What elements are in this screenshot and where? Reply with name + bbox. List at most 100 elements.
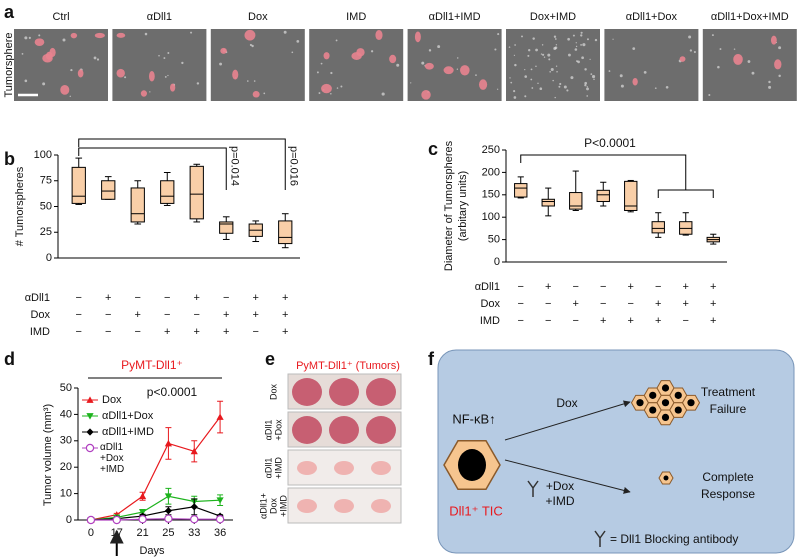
condition-label: IMD [346, 11, 366, 23]
speck [537, 82, 539, 85]
x-tick-label: 25 [162, 527, 174, 539]
bracket [520, 154, 687, 190]
box [160, 180, 175, 204]
speck [124, 76, 127, 79]
speck [521, 35, 523, 38]
bracket [657, 189, 714, 198]
speck [532, 37, 535, 40]
speck [251, 44, 254, 48]
speck [747, 60, 751, 63]
factor-sign: − [518, 315, 524, 327]
marker [112, 515, 121, 525]
legend-marker [86, 413, 94, 420]
box [130, 187, 145, 223]
speck [643, 70, 647, 74]
speck [590, 73, 593, 76]
micrograph [506, 29, 600, 101]
speck [219, 62, 223, 66]
speck [688, 35, 692, 39]
factor-sign: − [545, 298, 551, 310]
speck [530, 78, 533, 81]
speck [768, 80, 771, 84]
tumor [292, 416, 322, 444]
tumorsphere [323, 52, 330, 60]
row-label: Dox [268, 384, 278, 401]
y-tick-label: 10 [60, 488, 72, 500]
marker [164, 439, 173, 447]
tumorsphere [70, 32, 78, 39]
tumorsphere [170, 83, 176, 92]
speck [719, 48, 722, 51]
tumorsphere [148, 70, 155, 82]
speck [69, 95, 71, 98]
speck [654, 87, 657, 89]
speck [283, 30, 287, 34]
speck [28, 36, 31, 39]
tumor [297, 499, 317, 513]
box [624, 180, 638, 211]
speck [553, 35, 557, 38]
tumorsphere [60, 84, 70, 95]
speck [693, 50, 696, 54]
speck [558, 85, 561, 88]
y-tick-label: 20 [60, 461, 72, 473]
tumorsphere [774, 59, 782, 70]
speck [528, 49, 531, 52]
speck [513, 54, 516, 56]
y-tick-label: 75 [40, 175, 52, 187]
row-label: Dox [268, 498, 278, 515]
y-tick-label: 100 [34, 149, 52, 161]
speck [381, 92, 385, 96]
factor-sign: − [135, 292, 141, 304]
marker [164, 493, 173, 500]
y-tick-label: 25 [40, 226, 52, 238]
speck [556, 70, 558, 73]
box [514, 183, 528, 198]
tumorsphere [679, 56, 686, 62]
panel-label: a [4, 2, 15, 22]
speck [263, 92, 266, 95]
speck [708, 93, 711, 97]
speck [93, 56, 97, 60]
speck [190, 31, 193, 34]
speck [494, 48, 497, 51]
speck [572, 34, 575, 37]
legend-label: αDll1+Dox [102, 410, 154, 422]
factor-sign: + [223, 326, 229, 338]
speck [665, 85, 669, 89]
nucleus [661, 384, 670, 392]
speck [582, 43, 586, 47]
arrow [504, 400, 631, 441]
speck [253, 80, 256, 82]
tumor [366, 416, 396, 444]
speck [510, 81, 513, 84]
x-tick-label: 0 [88, 527, 94, 539]
speck [593, 78, 595, 80]
antibody-icon [527, 480, 539, 497]
condition-label: αDll1+Dox+IMD [711, 11, 789, 23]
speck [689, 49, 693, 52]
tumorsphere [140, 90, 147, 97]
factor-sign: − [683, 315, 689, 327]
factor-sign: − [223, 292, 229, 304]
box [101, 180, 116, 200]
y-tick-label: 0 [46, 252, 52, 264]
speck [70, 68, 73, 72]
speck [496, 88, 499, 90]
label: Treatment [701, 385, 756, 399]
label: Dox [556, 396, 577, 410]
speck [513, 90, 516, 93]
speck [542, 53, 545, 56]
factor-sign: + [710, 281, 716, 293]
speck [568, 53, 571, 57]
speck [589, 58, 591, 60]
nucleus [674, 406, 682, 414]
tumor [292, 378, 322, 406]
speck [428, 49, 432, 52]
factor-sign: + [655, 298, 661, 310]
factor-sign: + [282, 292, 288, 304]
factor-sign: + [194, 326, 200, 338]
marker [216, 497, 224, 504]
tumor [297, 461, 317, 475]
